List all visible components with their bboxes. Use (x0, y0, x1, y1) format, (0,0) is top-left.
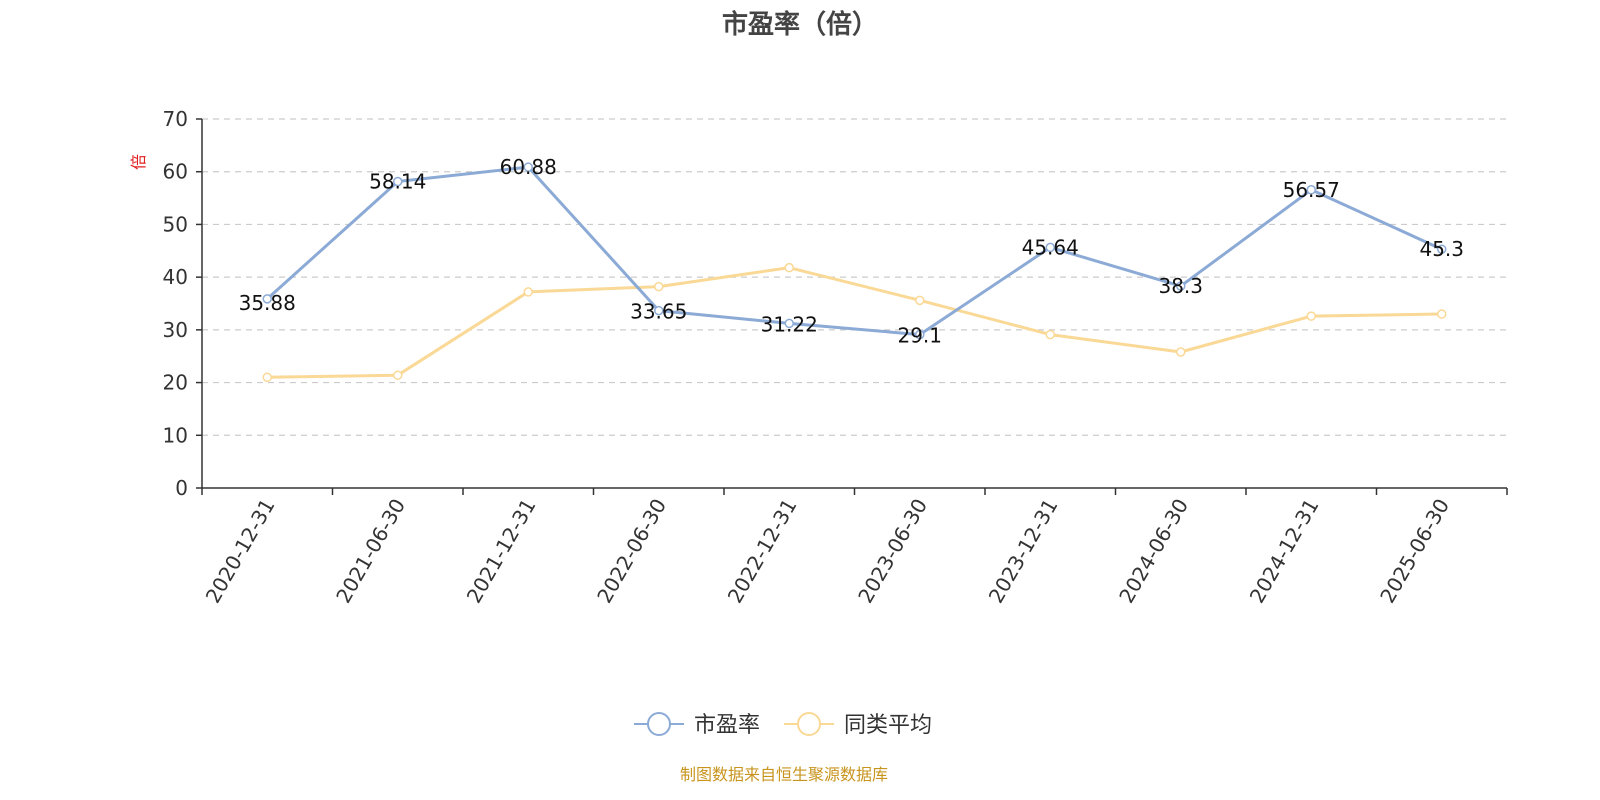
x-tick-label: 2022-06-30 (592, 495, 671, 608)
data-point[interactable] (393, 370, 403, 380)
y-tick-label: 50 (163, 212, 188, 236)
data-label: 38.3 (1158, 274, 1203, 298)
data-label: 60.88 (500, 155, 557, 179)
data-point[interactable] (523, 162, 533, 172)
y-tick-label: 60 (163, 160, 188, 184)
data-label: 31.22 (761, 312, 818, 336)
y-axis-unit-label: 倍 (129, 154, 148, 170)
data-point[interactable] (393, 176, 403, 187)
legend-marker-icon (797, 712, 821, 736)
data-point[interactable] (1045, 242, 1055, 253)
chart-title: 市盈率（倍） (722, 9, 878, 40)
x-tick-label: 2021-12-31 (462, 495, 541, 608)
y-axis-ticks: 0 10 20 30 40 50 60 70 (163, 107, 202, 500)
data-point[interactable] (654, 305, 664, 316)
x-tick-label: 2021-06-30 (331, 495, 410, 608)
data-label: 33.65 (630, 300, 687, 324)
series-group (262, 162, 1447, 383)
y-tick-label: 40 (163, 265, 188, 289)
x-tick-label: 2025-06-30 (1375, 495, 1454, 608)
series-line-0 (266, 165, 1443, 337)
data-label: 45.64 (1022, 235, 1079, 259)
y-tick-label: 0 (175, 476, 188, 500)
x-axis-ticks: 2020-12-31 2021-06-30 2021-12-31 2022-06-30… (201, 488, 1508, 608)
data-label: 56.57 (1283, 178, 1340, 202)
data-point[interactable] (523, 287, 533, 297)
grid-lines (202, 118, 1507, 436)
data-point[interactable] (1306, 185, 1316, 195)
x-tick-label: 2023-12-31 (984, 495, 1063, 608)
series-line-1 (267, 266, 1442, 379)
data-label: 58.14 (369, 170, 426, 194)
data-point[interactable] (1437, 244, 1447, 254)
legend[interactable]: 市盈率 同类平均 (634, 712, 932, 738)
legend-label-pe: 市盈率 (694, 713, 760, 738)
y-tick-label: 20 (163, 371, 188, 395)
data-point[interactable] (262, 372, 272, 383)
y-tick-label: 10 (163, 423, 188, 447)
x-tick-label: 2024-12-31 (1245, 495, 1324, 608)
y-tick-label: 30 (163, 318, 188, 342)
legend-item-peer-average[interactable]: 同类平均 (784, 712, 932, 738)
data-label: 29.1 (897, 324, 942, 348)
legend-marker-icon (647, 712, 671, 736)
x-tick-label: 2024-06-30 (1114, 495, 1193, 608)
data-labels: 35.88 58.14 60.88 33.65 31.22 29.1 45.64 38.3 56… (239, 155, 1464, 348)
x-tick-label: 2020-12-31 (201, 495, 280, 608)
data-point[interactable] (1045, 329, 1055, 340)
data-label: 45.3 (1419, 237, 1464, 261)
y-tick-label: 70 (163, 107, 188, 131)
legend-item-pe[interactable]: 市盈率 (634, 712, 760, 738)
data-point[interactable] (262, 294, 272, 304)
x-tick-label: 2022-12-31 (723, 495, 802, 608)
x-tick-label: 2023-06-30 (853, 495, 932, 608)
data-point[interactable] (784, 262, 794, 273)
data-point[interactable] (915, 329, 925, 340)
data-point[interactable] (915, 295, 925, 306)
legend-label-peer-average: 同类平均 (844, 713, 932, 738)
data-point[interactable] (1176, 347, 1186, 357)
data-point[interactable] (784, 318, 794, 329)
data-label: 35.88 (239, 291, 296, 315)
data-point[interactable] (1306, 311, 1316, 321)
data-source-note: 制图数据来自恒生聚源数据库 (680, 765, 888, 784)
data-point[interactable] (1176, 281, 1186, 291)
data-point[interactable] (1437, 309, 1447, 319)
data-point[interactable] (654, 281, 664, 292)
